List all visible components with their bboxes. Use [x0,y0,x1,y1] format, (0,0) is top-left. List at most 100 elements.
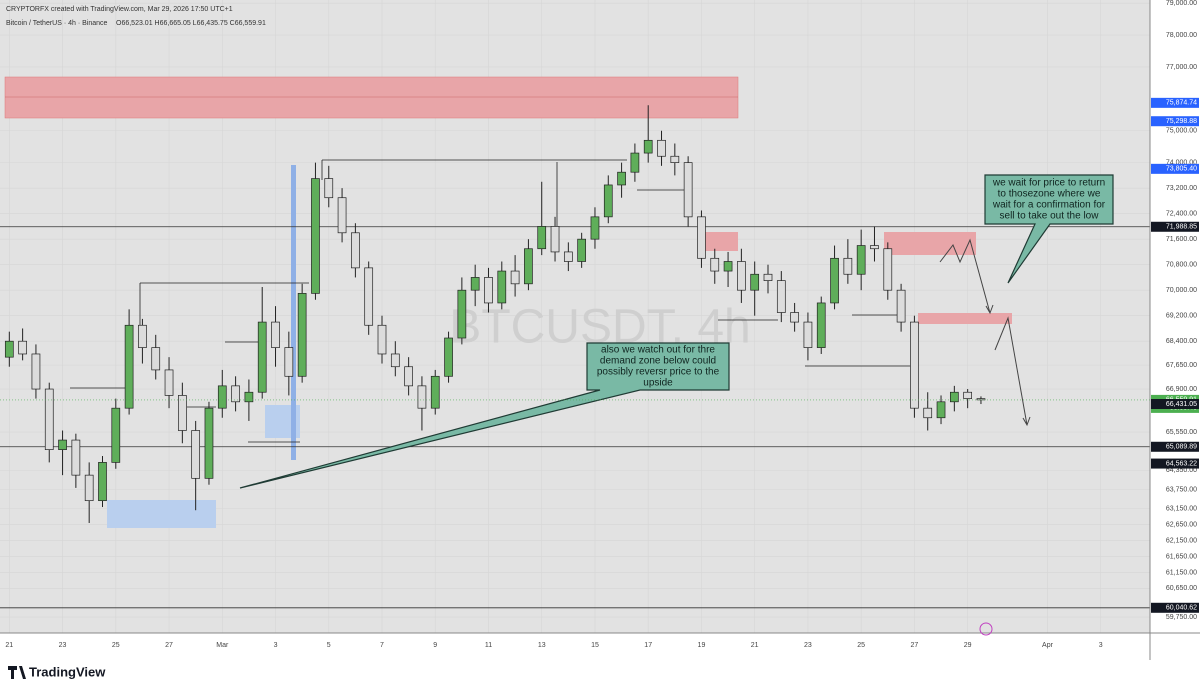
candle-body [98,462,107,502]
annotation-text: sell to take out the low [1000,211,1100,222]
candle-body [856,245,866,275]
price-label: 73,805.40 [1166,166,1197,173]
candle-body [111,407,121,463]
candle-body [204,407,214,479]
candle-body [404,366,413,387]
candle-body [364,267,374,326]
annotation-text: upside [643,378,673,389]
logo-text: TradingView [29,664,106,679]
candle-body [697,216,706,259]
y-tick-label: 70,000.00 [1166,287,1197,294]
y-tick-label: 62,150.00 [1166,537,1197,544]
y-tick-label: 61,150.00 [1166,569,1197,576]
icon [979,622,993,636]
candle-body [470,277,480,291]
annotation-text: we wait for price to return [992,178,1105,189]
candle-body [244,391,254,403]
candle-body [18,340,27,355]
candle-body [763,273,773,281]
x-tick-label: 27 [911,642,919,649]
candle-body [936,401,946,419]
price-label: 64,563.22 [1166,460,1197,467]
candle-body [337,197,347,234]
candle-body [351,232,360,269]
structure-lines [70,159,915,443]
candle-body [590,216,600,240]
x-tick-label: 9 [433,642,437,649]
range-bar [291,165,296,460]
y-tick-label: 71,600.00 [1166,236,1197,243]
candle-body [537,226,547,250]
x-tick-label: 17 [644,642,652,649]
price-label: 75,298.88 [1166,118,1197,125]
x-tick-label: 15 [591,642,599,649]
candle-body [737,261,746,291]
y-tick-label: 73,200.00 [1166,185,1197,192]
candle-body [457,289,467,339]
x-tick-label: 23 [59,642,67,649]
candle-body [191,430,201,479]
time-axis-bg [0,633,1200,660]
price-axis-bg [1150,0,1200,660]
candle-body [550,226,560,253]
y-tick-label: 68,400.00 [1166,338,1197,345]
y-tick-label: 75,000.00 [1166,128,1197,135]
candle-body [271,321,280,348]
candle-body [44,388,54,450]
x-tick-label: 25 [112,642,120,649]
candle-body [510,270,520,285]
candle-body [617,171,626,186]
y-tick-label: 63,750.00 [1166,486,1197,493]
candle-body [164,369,174,396]
candle-body [976,398,986,401]
candle-body [430,375,440,409]
candle-body [670,155,680,163]
x-tick-label: 11 [485,642,492,649]
candle-body [870,245,879,250]
candle-body [750,273,760,291]
candle-body [390,353,400,368]
y-tick-label: 66,900.00 [1166,386,1197,393]
y-tick-label: 72,400.00 [1166,211,1197,218]
candle-body [657,139,666,157]
candle-body [138,324,147,348]
price-label: 65,089.89 [1166,444,1197,451]
y-tick-label: 79,000.00 [1166,0,1197,7]
candle-body [683,162,693,218]
y-tick-label: 60,650.00 [1166,585,1197,592]
candle-body [417,385,427,409]
candle-body [377,324,387,355]
price-label-bg [1151,441,1199,452]
candle-body [883,248,893,291]
price-label-bg [1151,602,1199,613]
y-tick-label: 77,000.00 [1166,64,1197,71]
price-label: 66,431.05 [1166,401,1197,408]
x-tick-label: 27 [165,642,173,649]
x-tick-label: 19 [698,642,706,649]
annotation-text: to thosezone where we [998,189,1101,200]
x-tick-label: Mar [216,642,229,649]
candle-body [217,385,227,409]
candle-body [58,439,67,450]
candle-body [284,347,294,377]
candle-body [603,184,613,218]
candle-body [4,340,14,358]
y-tick-label: 78,000.00 [1166,32,1197,39]
candle-body [257,321,267,393]
y-tick-label: 63,150.00 [1166,505,1197,512]
price-label-bg [1151,97,1199,108]
credit: CRYPTORFX created with TradingView.com, … [6,6,233,13]
candle-body [776,280,786,313]
y-tick-label: 59,750.00 [1166,614,1197,621]
annotation-text: possibly reversr price to the [597,367,720,378]
candle-body [963,391,973,399]
candle-body [124,324,134,409]
candle-body [31,353,41,390]
price-label: 75,874.74 [1166,100,1197,107]
price-label-bg [1151,221,1199,232]
supply-zone [884,232,976,255]
callout-box [984,174,1114,284]
x-tick-label: 21 [5,642,13,649]
x-tick-label: 25 [857,642,865,649]
